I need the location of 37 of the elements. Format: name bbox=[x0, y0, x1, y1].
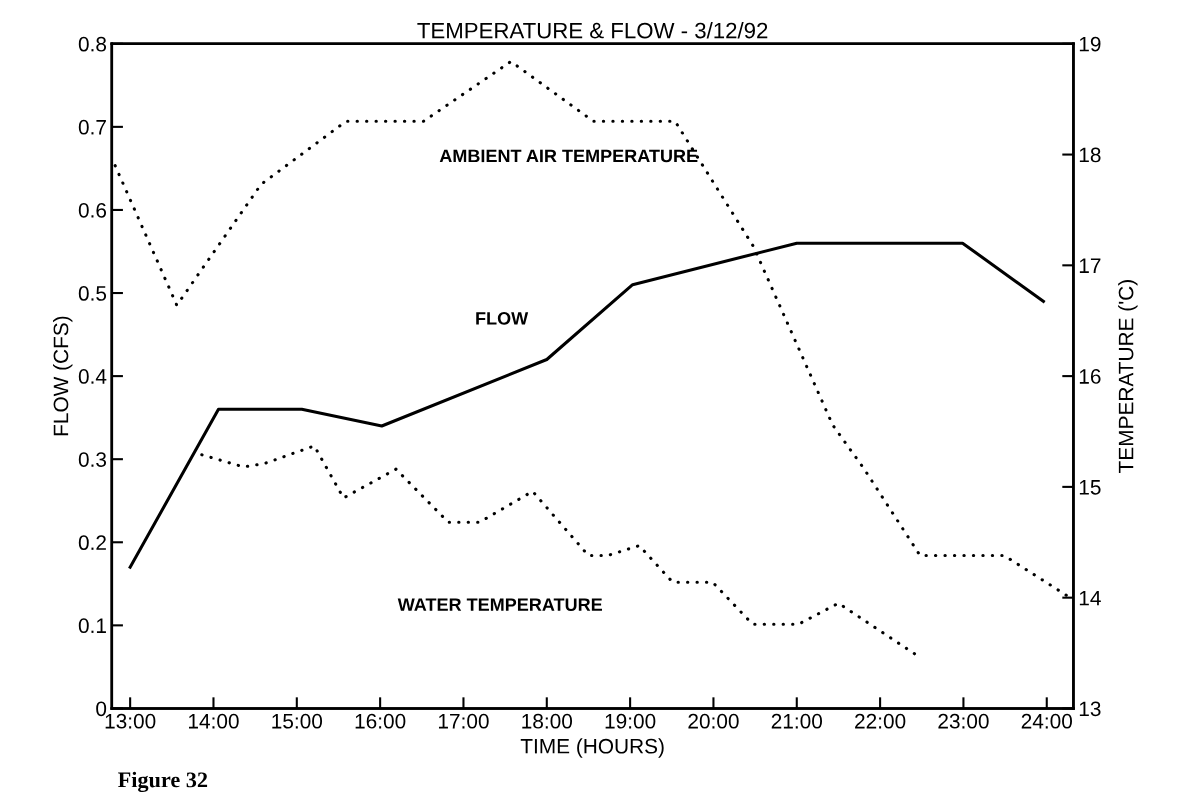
x-tick-label: 23:00 bbox=[938, 713, 989, 729]
y2-tick-label: 16 bbox=[1079, 369, 1101, 384]
y-tick-label: 0.5 bbox=[78, 286, 107, 301]
x-tick-label: 19:00 bbox=[605, 713, 656, 729]
y-tick-label: 0.3 bbox=[78, 452, 107, 467]
y-tick-label: 0.7 bbox=[78, 119, 106, 135]
text: WATER TEMPERATURE bbox=[397, 598, 602, 611]
x-tick-label: 18:00 bbox=[522, 713, 573, 729]
y-tick-label: 0 bbox=[96, 701, 107, 717]
y-tick-label: 0.8 bbox=[78, 36, 107, 52]
x-tick-label: 24:00 bbox=[1021, 713, 1073, 729]
y2-tick-label: 13 bbox=[1079, 701, 1101, 717]
series-label: AMBIENT AIR TEMPERATURE bbox=[439, 149, 698, 163]
y-tick-label: 0.4 bbox=[78, 369, 107, 384]
y2-tick-label: 15 bbox=[1079, 480, 1101, 495]
line-series bbox=[128, 241, 1045, 569]
y2-tick-label: 14 bbox=[1079, 590, 1101, 606]
y2-tick-label: 17 bbox=[1079, 258, 1101, 273]
x-tick-label: 17:00 bbox=[438, 713, 489, 729]
x-tick-label: 20:00 bbox=[688, 713, 739, 729]
x-tick-label: 15:00 bbox=[272, 713, 323, 729]
caption: Figure 32 bbox=[118, 771, 208, 793]
y2-tick-label: 18 bbox=[1079, 147, 1101, 163]
text: FLOW bbox=[476, 311, 529, 325]
y2-tick-label: 19 bbox=[1079, 36, 1101, 52]
y2-axis-title: TEMPERATURE ('C) bbox=[1118, 280, 1138, 473]
x-tick-label: 13:00 bbox=[105, 713, 156, 729]
chart-title: TEMPERATURE & FLOW - 3/12/92 bbox=[417, 22, 768, 39]
x-tick-label: 22:00 bbox=[855, 713, 906, 729]
y-tick-label: 0.1 bbox=[78, 618, 106, 634]
x-tick-label: 21:00 bbox=[771, 713, 823, 729]
x-tick-label: 14:00 bbox=[189, 713, 239, 729]
y-tick-label: 0.6 bbox=[78, 202, 107, 218]
y-axis-title: FLOW (CFS) bbox=[53, 316, 73, 436]
x-axis-title: TIME (HOURS) bbox=[520, 738, 664, 758]
x-tick-label: 16:00 bbox=[355, 713, 406, 729]
y-tick-label: 0.2 bbox=[78, 535, 106, 551]
